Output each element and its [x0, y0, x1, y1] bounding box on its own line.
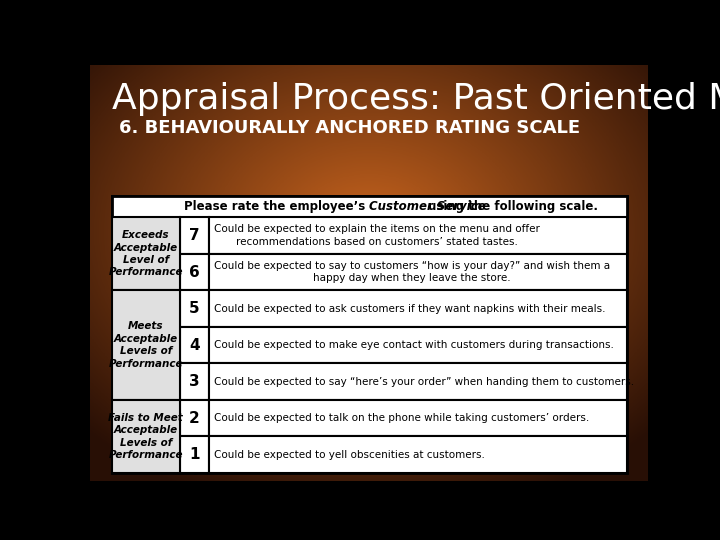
Text: Customer Service: Customer Service — [369, 200, 486, 213]
Bar — [180, 436, 210, 473]
Bar — [112, 400, 180, 473]
Text: Please rate the employee’s: Please rate the employee’s — [184, 200, 369, 213]
Bar — [180, 400, 210, 436]
Bar — [112, 195, 627, 217]
Bar — [210, 217, 627, 254]
Bar — [180, 217, 210, 254]
Text: 4: 4 — [189, 338, 200, 353]
Bar — [112, 291, 180, 400]
Text: 5: 5 — [189, 301, 200, 316]
Text: 6. BEHAVIOURALLY ANCHORED RATING SCALE: 6. BEHAVIOURALLY ANCHORED RATING SCALE — [120, 119, 580, 137]
Bar — [210, 400, 627, 436]
Text: Could be expected to yell obscenities at customers.: Could be expected to yell obscenities at… — [214, 450, 485, 460]
Bar — [210, 436, 627, 473]
Text: Could be expected to talk on the phone while taking customers’ orders.: Could be expected to talk on the phone w… — [214, 413, 589, 423]
Bar — [112, 217, 180, 291]
Text: 7: 7 — [189, 228, 200, 243]
Text: 2: 2 — [189, 410, 200, 426]
Bar — [210, 291, 627, 327]
Text: Exceeds
Acceptable
Level of
Performance: Exceeds Acceptable Level of Performance — [109, 230, 183, 278]
Bar — [210, 327, 627, 363]
Text: using the following scale.: using the following scale. — [424, 200, 598, 213]
Text: Fails to Meet
Acceptable
Levels of
Performance: Fails to Meet Acceptable Levels of Perfo… — [109, 413, 183, 460]
Text: Could be expected to ask customers if they want napkins with their meals.: Could be expected to ask customers if th… — [214, 303, 606, 314]
Text: Appraisal Process: Past Oriented Methods: Appraisal Process: Past Oriented Methods — [112, 83, 720, 117]
Text: Meets
Acceptable
Levels of
Performance: Meets Acceptable Levels of Performance — [109, 321, 183, 369]
Bar — [180, 291, 210, 327]
Text: Could be expected to make eye contact with customers during transactions.: Could be expected to make eye contact wi… — [214, 340, 614, 350]
Bar — [180, 363, 210, 400]
Bar — [210, 363, 627, 400]
Text: 3: 3 — [189, 374, 200, 389]
Bar — [112, 195, 627, 473]
Text: Could be expected to explain the items on the menu and offer
recommendations bas: Could be expected to explain the items o… — [214, 224, 540, 247]
Bar — [180, 327, 210, 363]
Text: 1: 1 — [189, 447, 200, 462]
Text: 6: 6 — [189, 265, 200, 280]
Bar — [180, 254, 210, 291]
Text: Could be expected to say “here’s your order” when handing them to customers.: Could be expected to say “here’s your or… — [214, 376, 634, 387]
Bar — [210, 254, 627, 291]
Text: Could be expected to say to customers “how is your day?” and wish them a
happy d: Could be expected to say to customers “h… — [214, 261, 610, 284]
